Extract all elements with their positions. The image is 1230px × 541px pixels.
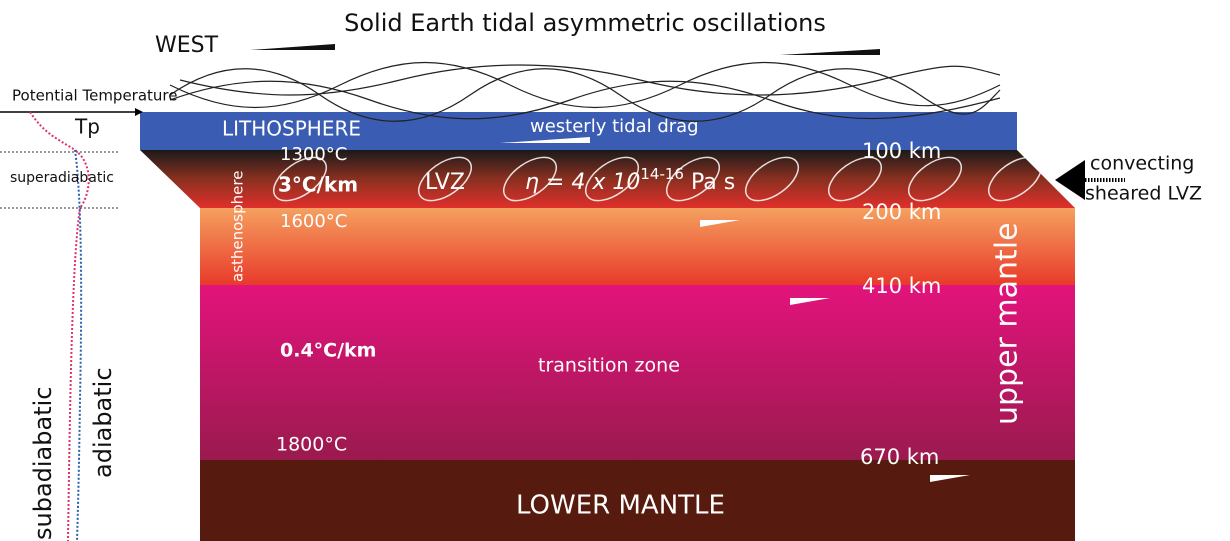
sheared-lvz-label: sheared LVZ	[1085, 183, 1202, 205]
convecting-arrow	[1055, 160, 1085, 200]
depth-410: 410 km	[862, 274, 941, 298]
lvz-layer	[140, 150, 1075, 208]
temp-1800: 1800°C	[276, 434, 347, 456]
shear-arrow	[635, 220, 740, 227]
depth-200: 200 km	[862, 200, 941, 224]
depth-670: 670 km	[860, 445, 939, 469]
tidal-drag-label: westerly tidal drag	[530, 116, 699, 137]
west-arrow	[780, 49, 880, 55]
subadiabatic-label: subadiabatic	[29, 387, 57, 540]
west-arrow	[250, 44, 335, 50]
shear-arrow	[865, 475, 970, 482]
depth-100: 100 km	[862, 139, 941, 163]
tp-label: Tp	[74, 115, 100, 139]
west-label: WEST	[155, 33, 219, 58]
tp-arrowhead	[135, 108, 143, 116]
tidal-waves	[169, 61, 1001, 122]
temp-1600: 1600°C	[280, 211, 347, 232]
drag-arrow	[500, 137, 590, 143]
viscosity-label: η = 4 x 1014-16 Pa s	[525, 165, 735, 196]
adiabat-profile	[74, 149, 83, 541]
asthenosphere-label: asthenosphere	[229, 171, 247, 282]
viscosity-base: η = 4 x 10	[525, 170, 640, 195]
adiabatic-label: adiabatic	[89, 367, 117, 478]
viscosity-unit: Pa s	[684, 170, 735, 195]
gradient-3: 3°C/km	[278, 173, 358, 197]
lower-mantle-layer	[200, 460, 1075, 541]
upper-mantle-label: upper mantle	[990, 222, 1025, 425]
convecting-label: convecting	[1090, 153, 1194, 175]
lvz-label: LVZ	[425, 170, 465, 195]
shear-arrow	[725, 298, 830, 305]
asthenosphere-layer	[200, 208, 1075, 285]
gradient-04: 0.4°C/km	[280, 340, 376, 362]
superadiabatic-label: superadiabatic	[10, 170, 114, 186]
transition-layer	[200, 285, 1075, 460]
viscosity-exponent: 14-16	[640, 165, 684, 183]
temp-1300: 1300°C	[280, 144, 347, 165]
transition-zone-label: transition zone	[538, 355, 680, 377]
title: Solid Earth tidal asymmetric oscillation…	[344, 9, 826, 37]
potential-temperature: Potential Temperature	[12, 87, 178, 105]
convection-cells	[273, 156, 1042, 202]
lithosphere-label: LITHOSPHERE	[222, 117, 361, 141]
lower-mantle-label: LOWER MANTLE	[516, 491, 725, 521]
